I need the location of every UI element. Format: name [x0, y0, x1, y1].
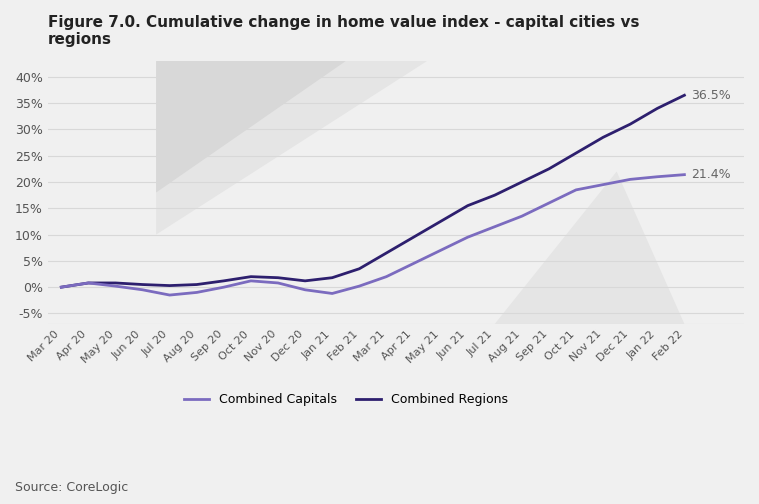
Text: 36.5%: 36.5%: [691, 89, 731, 102]
Polygon shape: [156, 61, 427, 234]
Polygon shape: [156, 61, 346, 193]
Text: Source: CoreLogic: Source: CoreLogic: [15, 481, 128, 494]
Legend: Combined Capitals, Combined Regions: Combined Capitals, Combined Regions: [179, 388, 513, 411]
Text: 21.4%: 21.4%: [691, 168, 731, 181]
Polygon shape: [495, 171, 685, 324]
Text: Figure 7.0. Cumulative change in home value index - capital cities vs
regions: Figure 7.0. Cumulative change in home va…: [48, 15, 639, 47]
